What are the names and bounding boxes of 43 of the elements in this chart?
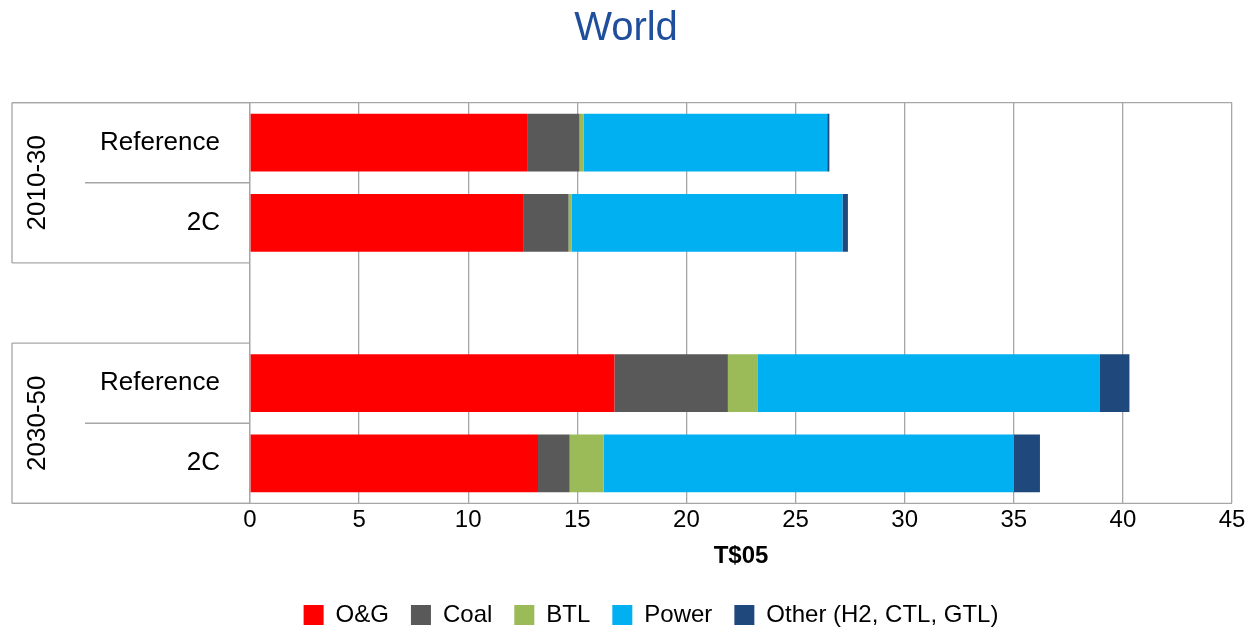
bar xyxy=(568,193,572,252)
x-tick-label: 20 xyxy=(673,505,700,533)
y-tick-label: Reference xyxy=(99,366,220,397)
bar xyxy=(757,354,1100,413)
bar xyxy=(538,434,570,493)
bar xyxy=(583,113,828,172)
bar xyxy=(571,193,843,252)
x-tick-label: 10 xyxy=(454,505,482,533)
bar xyxy=(727,354,758,413)
y-tick-label: 2C xyxy=(186,446,220,477)
text: 2030-50 xyxy=(21,375,52,471)
bar xyxy=(527,113,580,172)
bar xyxy=(842,193,848,252)
bar xyxy=(579,113,584,172)
bar xyxy=(250,434,539,493)
bar xyxy=(523,193,569,252)
bar xyxy=(250,354,615,413)
chart-title: World xyxy=(573,4,679,49)
legend-label: Other (H2, CTL, GTL) xyxy=(766,599,999,627)
text: 2010-30 xyxy=(21,135,52,231)
bar xyxy=(1013,434,1040,493)
legend-label: Power xyxy=(644,599,713,627)
x-tick-label: 40 xyxy=(1109,505,1137,533)
legend-label: O&G xyxy=(335,599,389,627)
bar xyxy=(250,113,528,172)
bar xyxy=(1099,354,1130,413)
x-tick-label: 35 xyxy=(1000,505,1028,533)
y-tick-label: 2C xyxy=(186,206,220,237)
bar xyxy=(603,434,1014,493)
x-axis-title: T$05 xyxy=(713,541,769,569)
x-tick-label: 45 xyxy=(1218,505,1246,533)
x-tick-label: 5 xyxy=(352,505,366,533)
legend-label: BTL xyxy=(546,599,591,627)
bar xyxy=(614,354,728,413)
legend-label: Coal xyxy=(442,599,493,627)
x-tick-label: 30 xyxy=(891,505,918,533)
y-tick-label: Reference xyxy=(99,125,220,156)
bar xyxy=(827,113,830,172)
bar xyxy=(250,193,524,252)
bar xyxy=(569,434,604,493)
x-tick-label: 0 xyxy=(243,505,257,533)
x-tick-label: 15 xyxy=(563,505,591,533)
x-tick-label: 25 xyxy=(782,505,809,533)
